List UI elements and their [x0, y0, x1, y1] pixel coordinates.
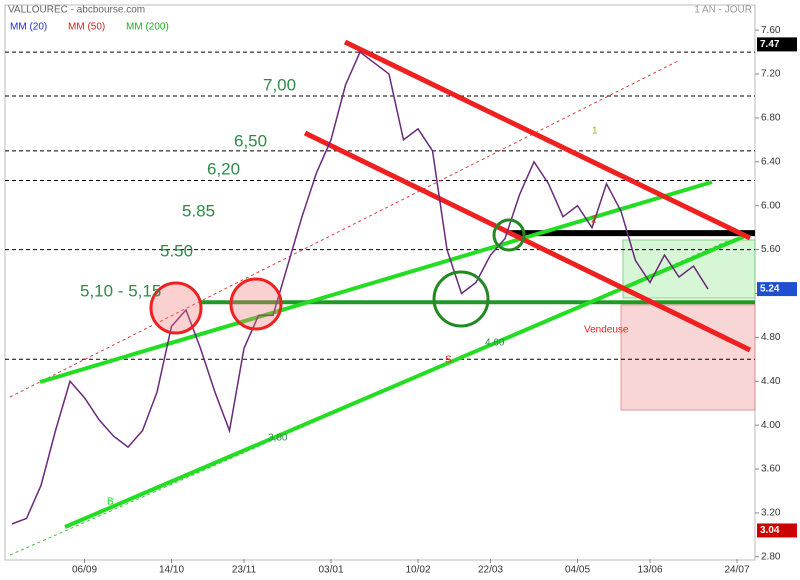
x-tick-label: 14/10	[159, 565, 184, 576]
annotation: 5.85	[182, 201, 215, 220]
annotation: 5,10 - 5,15	[80, 281, 161, 300]
y-tick-label: 4.40	[761, 376, 781, 387]
circle	[229, 277, 283, 331]
price-marker	[757, 37, 797, 52]
annotation: 6,20	[207, 159, 240, 178]
annotation: Vendeuse	[584, 325, 629, 336]
x-tick-label: 13/06	[637, 565, 662, 576]
price-marker	[757, 282, 797, 297]
x-tick-label: 22/03	[478, 565, 503, 576]
price-marker-label: 5.24	[760, 284, 780, 295]
y-tick-label: 6.00	[761, 200, 781, 211]
channel-line	[64, 234, 746, 529]
y-tick-label: 4.80	[761, 332, 781, 343]
annotation: 5.50	[160, 241, 193, 260]
y-tick-label: 6.40	[761, 156, 781, 167]
x-tick-label: 23/11	[232, 565, 257, 576]
y-tick-label: 5.60	[761, 244, 781, 255]
legend-entry: MM (20)	[10, 22, 47, 33]
x-tick-label: 04/05	[565, 565, 590, 576]
y-tick-label: 4.00	[761, 420, 781, 431]
annotation: 7,00	[263, 75, 296, 94]
price-marker	[757, 523, 797, 538]
price-marker-label: 3.04	[760, 525, 780, 536]
chart-subtitle: 1 AN - JOUR	[694, 5, 752, 16]
trend-line	[9, 59, 681, 398]
y-tick-label: 6.80	[761, 113, 781, 124]
resistance-line	[343, 39, 752, 241]
annotation: 3,80	[268, 433, 288, 444]
y-tick-label: 3.60	[761, 464, 781, 475]
annotation: 6,50	[234, 131, 267, 150]
annotation: 1	[592, 126, 598, 137]
price-marker-label: 7.47	[760, 39, 780, 50]
price-line	[11, 50, 709, 525]
y-tick-label: 7.20	[761, 69, 781, 80]
annotation: B	[107, 497, 114, 508]
circle	[492, 218, 526, 252]
y-tick-label: 3.20	[761, 508, 781, 519]
annotation: 4,60	[485, 338, 505, 349]
y-tick-label: 2.80	[761, 551, 781, 562]
x-tick-label: 03/01	[318, 565, 343, 576]
chart-title: VALLOUREC - abcbourse.com	[8, 5, 145, 16]
annotation: 2	[591, 215, 597, 226]
circle	[432, 270, 490, 328]
resistance-line	[303, 130, 752, 353]
legend-entry: MM (200)	[126, 22, 169, 33]
annotation: S	[445, 355, 452, 366]
x-tick-label: 24/07	[724, 565, 749, 576]
x-tick-label: 10/02	[405, 565, 430, 576]
legend-entry: MM (50)	[68, 22, 105, 33]
circle	[149, 281, 203, 335]
channel-line	[39, 180, 713, 384]
y-tick-label: 7.60	[761, 25, 781, 36]
x-tick-label: 06/09	[72, 565, 97, 576]
